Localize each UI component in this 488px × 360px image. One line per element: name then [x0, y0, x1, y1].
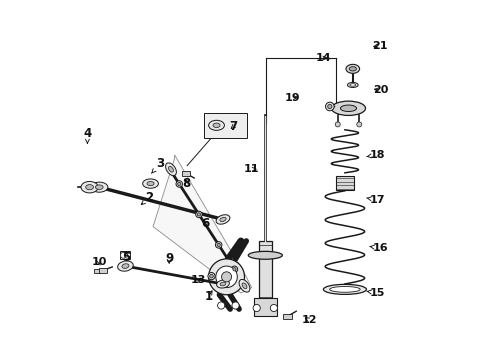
Text: 20: 20: [372, 85, 387, 95]
Circle shape: [253, 305, 260, 312]
Ellipse shape: [81, 181, 98, 193]
Ellipse shape: [90, 182, 108, 192]
Circle shape: [232, 268, 236, 271]
Circle shape: [335, 122, 340, 127]
Ellipse shape: [242, 283, 246, 289]
Text: 13: 13: [190, 275, 205, 285]
Text: 17: 17: [366, 195, 384, 205]
Circle shape: [197, 213, 200, 216]
Text: 14: 14: [315, 53, 330, 63]
Circle shape: [356, 122, 361, 127]
Circle shape: [231, 266, 237, 273]
Bar: [120, 251, 130, 259]
Ellipse shape: [208, 120, 224, 130]
Bar: [182, 171, 190, 176]
Text: 8: 8: [182, 177, 190, 190]
Text: 11: 11: [244, 164, 259, 174]
Ellipse shape: [216, 280, 229, 288]
Circle shape: [208, 259, 244, 295]
Ellipse shape: [165, 163, 176, 176]
Ellipse shape: [348, 67, 356, 71]
Text: 6: 6: [201, 216, 209, 230]
Ellipse shape: [118, 261, 133, 271]
Ellipse shape: [346, 64, 359, 73]
Bar: [99, 268, 106, 273]
Bar: [258, 241, 271, 300]
Ellipse shape: [331, 101, 365, 116]
Text: 1: 1: [204, 290, 212, 303]
FancyBboxPatch shape: [203, 113, 247, 138]
Circle shape: [217, 302, 224, 309]
Text: 21: 21: [371, 41, 387, 50]
Text: 10: 10: [91, 257, 107, 267]
Circle shape: [209, 274, 213, 278]
Ellipse shape: [239, 279, 249, 292]
Ellipse shape: [122, 264, 129, 268]
Ellipse shape: [340, 105, 356, 112]
Circle shape: [327, 104, 331, 109]
Bar: [94, 269, 100, 273]
Circle shape: [231, 302, 239, 309]
Text: 16: 16: [369, 243, 388, 253]
Circle shape: [215, 242, 222, 248]
Text: 12: 12: [301, 315, 316, 325]
Ellipse shape: [346, 82, 357, 87]
Text: 15: 15: [366, 288, 384, 298]
Ellipse shape: [142, 179, 158, 188]
Ellipse shape: [329, 287, 360, 292]
Circle shape: [120, 252, 126, 258]
Text: 4: 4: [83, 127, 91, 143]
Text: 5: 5: [122, 251, 130, 264]
Circle shape: [176, 181, 182, 187]
Circle shape: [221, 272, 231, 282]
Circle shape: [215, 266, 237, 288]
Ellipse shape: [248, 251, 282, 259]
Circle shape: [195, 211, 202, 218]
Bar: [335, 176, 353, 190]
Bar: [253, 298, 276, 316]
Ellipse shape: [220, 282, 225, 286]
Ellipse shape: [147, 181, 154, 186]
Ellipse shape: [220, 217, 225, 221]
Text: 18: 18: [366, 150, 384, 160]
Ellipse shape: [95, 185, 103, 189]
Text: 2: 2: [141, 192, 153, 204]
Bar: [283, 314, 291, 319]
Circle shape: [207, 273, 215, 280]
Text: 19: 19: [284, 93, 300, 103]
Circle shape: [270, 305, 277, 312]
Polygon shape: [153, 155, 251, 293]
Ellipse shape: [85, 185, 93, 190]
Ellipse shape: [168, 166, 173, 172]
Circle shape: [124, 252, 130, 258]
Circle shape: [217, 243, 220, 247]
Ellipse shape: [323, 284, 366, 294]
Circle shape: [325, 102, 333, 111]
Ellipse shape: [213, 123, 220, 127]
Circle shape: [177, 182, 181, 185]
Ellipse shape: [349, 84, 355, 86]
Text: 7: 7: [229, 120, 237, 133]
Text: 3: 3: [151, 157, 164, 173]
Ellipse shape: [216, 215, 229, 224]
Text: 9: 9: [165, 252, 173, 265]
